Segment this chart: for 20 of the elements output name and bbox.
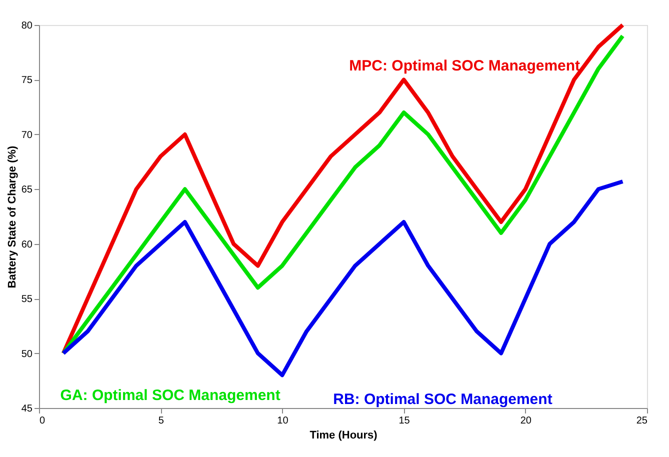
x-tick-label: 15 xyxy=(398,416,410,426)
x-tick-label: 10 xyxy=(277,416,289,426)
y-tick-label: 80 xyxy=(21,20,33,32)
series-label: MPC: Optimal SOC Management xyxy=(349,57,580,74)
y-tick-label: 45 xyxy=(21,404,33,414)
y-tick-label: 65 xyxy=(21,184,33,196)
y-tick-label: 50 xyxy=(21,348,33,360)
x-tick-label: 20 xyxy=(520,416,532,426)
y-axis-title: Battery State of Charge (%) xyxy=(6,145,18,288)
y-tick-label: 75 xyxy=(21,75,33,86)
y-tick-label: 60 xyxy=(21,239,33,250)
y-tick-label: 55 xyxy=(21,294,33,306)
x-axis-title: Time (Hours) xyxy=(310,430,378,442)
text: RB: Optimal SOC Management xyxy=(333,391,552,408)
x-tick-label: 25 xyxy=(636,416,648,426)
text: GA: Optimal SOC Management xyxy=(60,386,280,404)
x-tick-label: 0 xyxy=(40,416,46,426)
line-series xyxy=(61,179,625,378)
y-tick-label: 70 xyxy=(21,130,33,141)
x-tick-label: 5 xyxy=(158,416,164,426)
